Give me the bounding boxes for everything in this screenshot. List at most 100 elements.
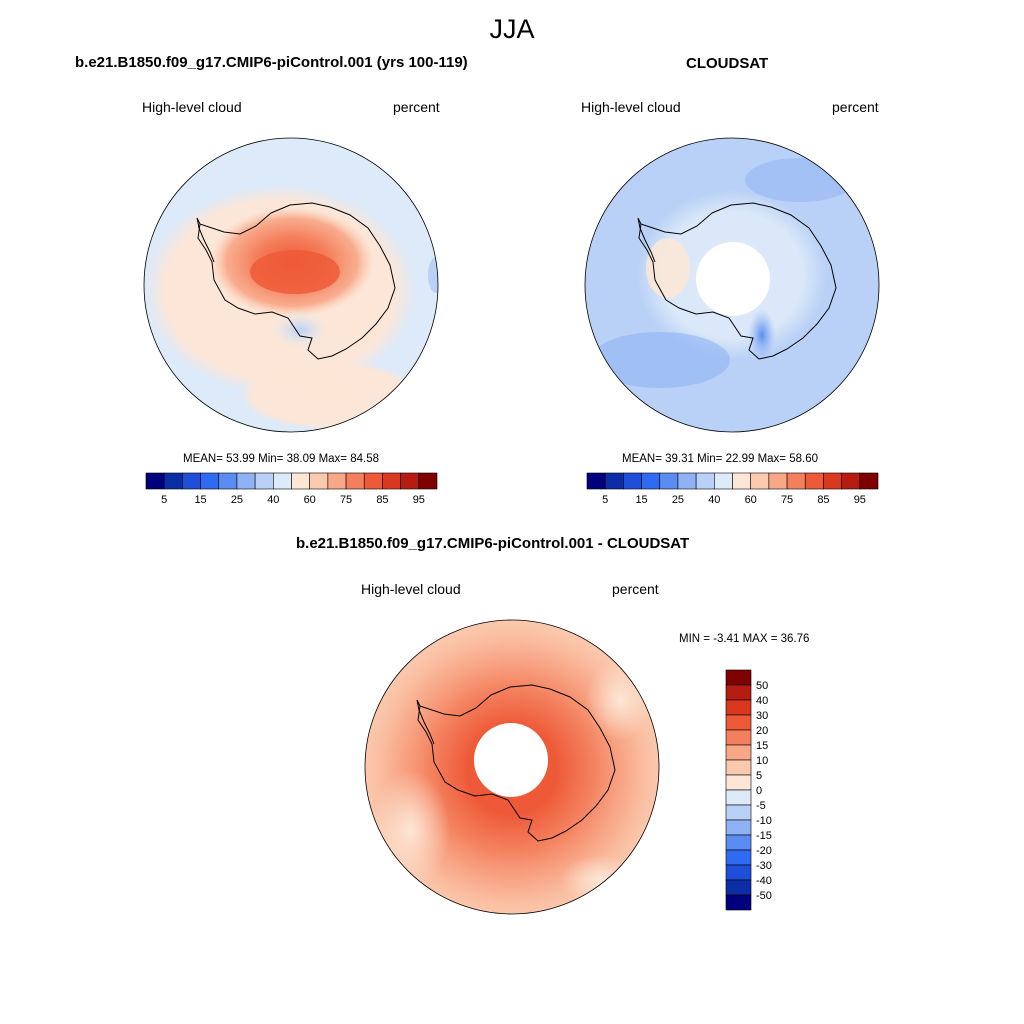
panel1-stats: MEAN= 53.99 Min= 38.09 Max= 84.58 [183,453,379,465]
panel2-colorbar-tick-7: 95 [854,494,866,506]
panel1-colorbar-swatch-6 [254,472,274,490]
panel2-variable-label: High-level cloud [581,99,681,115]
panel3-colorbar-tick-4: 15 [756,740,768,752]
panel1-colorbar-swatch-10 [327,472,347,490]
panel3-colorbar-swatch-10 [725,819,752,836]
panel3-missing-data [474,723,548,797]
panel1-colorbar-swatch-3 [200,472,220,490]
panel1-colorbar-swatch-15 [418,472,438,490]
panel3-colorbar-swatch-8 [725,789,752,806]
panel1-core-anomaly [250,250,340,294]
panel2-band-2 [745,158,855,202]
panel1-south-band [240,360,420,430]
panel2-colorbar-tick-0: 5 [602,494,608,506]
panel3-colorbar-swatch-5 [725,744,752,761]
panel3-colorbar-tick-11: -20 [756,845,772,857]
panel2-colorbar-swatch-14 [841,472,861,490]
panel1-colorbar-tick-7: 95 [413,494,425,506]
panel3-colorbar-swatch-2 [725,699,752,716]
panel1-colorbar-swatch-14 [400,472,420,490]
panel1-min-value: 38.09 [286,453,316,465]
panel2-colorbar-swatch-6 [695,472,715,490]
panel3-colorbar-swatch-1 [725,684,752,701]
panel2-max-value: 58.60 [789,453,819,465]
panel3-colorbar-tick-8: -5 [756,800,766,812]
panel2-colorbar-tick-1: 15 [635,494,647,506]
panel3-colorbar-tick-6: 5 [756,770,762,782]
panel2-colorbar-swatch-1 [604,472,624,490]
panel2-colorbar-swatch-12 [804,472,824,490]
panel1-colorbar-swatch-0 [145,472,165,490]
panel1-colorbar-swatch-8 [291,472,310,490]
panel2-colorbar-tick-6: 85 [817,494,829,506]
panel1-colorbar-tick-2: 25 [231,494,243,506]
panel3-colorbar-tick-1: 40 [756,695,768,707]
panel2-dark-patch [748,309,776,361]
panel1-colorbar-tick-3: 40 [267,494,279,506]
panel3-colorbar-tick-13: -40 [756,875,772,887]
panel2-colorbar-swatch-10 [768,472,788,490]
panel3-colorbar-tick-7: 0 [756,785,762,797]
panel3-peninsula [416,699,435,745]
panel1-colorbar-swatch-9 [309,472,329,490]
panel3-colorbar-swatch-4 [725,729,752,746]
panel2-map [585,138,879,432]
panel1-max-label: Max= [318,453,348,465]
panel1-map-border [143,137,439,433]
panel3-colorbar-tick-10: -15 [756,830,772,842]
panel2-units-label: percent [832,99,879,115]
panel1-colorbar-tick-6: 85 [376,494,388,506]
panel3-light-patch-3 [560,855,640,905]
panel1-blue-patch [272,312,328,348]
panel1-colorbar-tick-1: 15 [194,494,206,506]
panel2-min-value: 22.99 [725,453,755,465]
panel1-units-label: percent [393,99,440,115]
panel1-colorbar-swatch-2 [182,472,201,490]
figure-title: JJA [489,14,535,44]
panel2-colorbar-swatch-2 [623,472,642,490]
panel1-colorbar-swatch-1 [163,472,183,490]
panel3-units-label: percent [612,581,659,597]
panel2-colorbar-swatch-5 [677,472,697,490]
panel3-variable-label: High-level cloud [361,581,461,597]
panel3-colorbar-tick-3: 20 [756,725,768,737]
panel3-colorbar-tick-9: -10 [756,815,772,827]
panel2-missing-data [696,242,770,316]
panel1-colorbar-tick-4: 60 [304,494,316,506]
panel2-peninsula [637,217,656,263]
panel2-map-border [584,137,880,433]
panel2-colorbar-tick-4: 60 [745,494,757,506]
panel2-colorbar-swatch-9 [750,472,770,490]
panel3-minmax: MIN = -3.41 MAX = 36.76 [679,633,810,645]
panel2-colorbar: 5 15 25 40 60 75 85 95 [586,472,879,506]
panel1-colorbar-swatch-13 [382,472,401,490]
panel2-colorbar-swatch-11 [786,472,806,490]
panel2-colorbar-swatch-15 [859,472,879,490]
panel1-mean-label: MEAN= [183,453,223,465]
panel2-min-label: Min= [697,453,723,465]
panel3-colorbar-swatch-12 [725,849,752,866]
panel1-variable-label: High-level cloud [142,99,242,115]
panel1-min-label: Min= [258,453,284,465]
panel1-max-value: 84.58 [350,453,380,465]
panel3-map [365,620,659,914]
panel3-light-patch-2 [585,660,655,740]
panel2-colorbar-swatch-0 [586,472,606,490]
panel1-colorbar-tick-0: 5 [161,494,167,506]
panel2-colorbar-tick-3: 40 [708,494,720,506]
panel2-colorbar-swatch-4 [659,472,679,490]
panel3-colorbar-swatch-3 [725,714,752,731]
panel1-colorbar-swatch-11 [345,472,365,490]
panel3-colorbar-swatch-13 [725,864,752,881]
panel3-light-patch-1 [370,770,450,890]
panel1-title: b.e21.B1850.f09_g17.CMIP6-piControl.001 … [75,54,468,71]
panel3-map-border [364,619,660,915]
panel3-colorbar-swatch-7 [725,774,752,791]
panel3-colorbar-tick-2: 30 [756,710,768,722]
panel2-band-1 [590,332,730,388]
panel3-title: b.e21.B1850.f09_g17.CMIP6-piControl.001 … [296,535,690,552]
panel2-colorbar-swatch-3 [641,472,661,490]
panel3-colorbar-swatch-6 [725,759,752,776]
